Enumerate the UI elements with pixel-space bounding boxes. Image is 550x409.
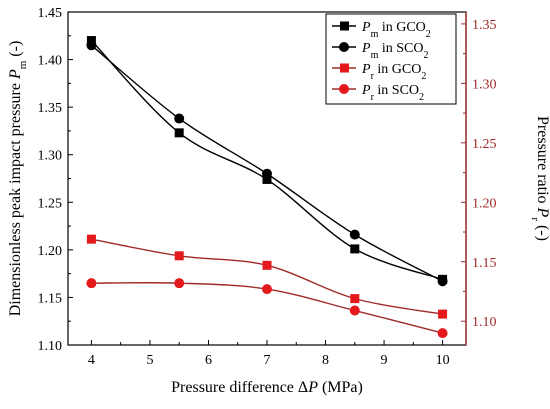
x-tick-label: 6 [205, 353, 212, 368]
legend-label: Pm in GCO2 [361, 20, 431, 40]
x-tick-label: 8 [322, 353, 329, 368]
series-line-2 [91, 238, 443, 315]
series-markers [86, 36, 448, 339]
data-point-circle [86, 40, 97, 51]
legend-label: Pr in SCO2 [361, 83, 424, 103]
y-left-tick-label: 1.10 [38, 339, 63, 354]
y-right-tick-label: 1.20 [472, 196, 497, 211]
legend-label: Pm in SCO2 [361, 41, 428, 61]
y-left-axis-label: Dimensionless peak impact pressure Pm (-… [7, 41, 29, 317]
legend-marker-circle [339, 84, 349, 94]
x-tick-label: 10 [436, 353, 450, 368]
data-point-circle [437, 276, 448, 287]
y-right-tick-label: 1.35 [472, 18, 497, 33]
data-point-square [262, 174, 272, 184]
data-point-square [350, 244, 360, 254]
x-tick-label: 4 [88, 353, 95, 368]
y-left-tick-label: 1.45 [38, 6, 63, 21]
data-point-circle [437, 328, 448, 339]
x-tick-label: 9 [381, 353, 388, 368]
legend-label: Pr in GCO2 [361, 62, 426, 82]
x-tick-label: 7 [264, 353, 271, 368]
y-right-axis-label: Pressure ratio Pr (-) [529, 116, 550, 241]
data-point-square [262, 260, 272, 270]
legend-marker-square [340, 21, 349, 31]
axes: 4 5 6 7 8 9 10 1.10 1.15 1.20 1.25 1.30 1.35 1.40 1.45… [7, 6, 550, 396]
y-right-tick-label: 1.30 [472, 77, 497, 92]
y-left-tick-label: 1.15 [38, 291, 63, 306]
data-point-circle [262, 284, 272, 295]
y-right-tick-label: 1.15 [472, 256, 497, 271]
y-right-tick-label: 1.10 [472, 315, 497, 330]
data-point-square [86, 234, 96, 244]
data-point-square [350, 294, 360, 304]
data-point-circle [174, 113, 185, 124]
data-point-square [438, 309, 448, 319]
y-left-tick-label: 1.40 [38, 54, 63, 69]
data-point-square [174, 128, 184, 138]
data-point-circle [349, 305, 360, 316]
data-point-circle [349, 229, 360, 240]
data-point-circle [174, 278, 185, 289]
y-right-tick-label: 1.25 [472, 137, 497, 152]
x-tick-label: 5 [146, 353, 153, 368]
legend-marker-square [340, 63, 349, 73]
data-point-circle [262, 168, 272, 179]
y-left-tick-label: 1.30 [38, 149, 63, 164]
data-point-square [174, 251, 184, 261]
y-left-tick-label: 1.35 [38, 101, 63, 116]
y-left-tick-label: 1.20 [38, 244, 63, 259]
data-point-circle [86, 278, 97, 289]
legend-marker-circle [339, 42, 349, 52]
x-axis-label: Pressure difference ΔP (MPa) [171, 379, 363, 396]
y-left-tick-label: 1.25 [38, 196, 63, 211]
